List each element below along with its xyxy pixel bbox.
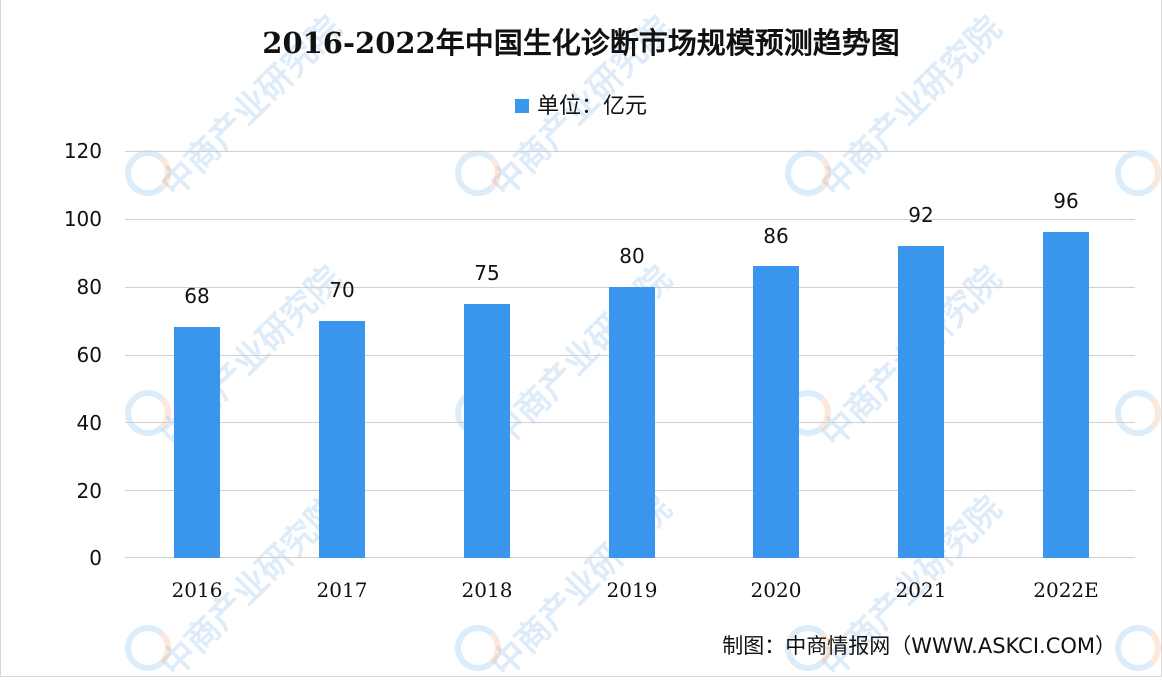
data-label: 86 <box>763 224 789 248</box>
data-label: 75 <box>474 261 500 285</box>
data-label: 80 <box>619 244 645 268</box>
y-tick: 0 <box>89 546 102 570</box>
x-tick: 2017 <box>316 578 368 602</box>
data-label: 68 <box>184 284 210 308</box>
legend-label: 单位：亿元 <box>536 94 647 119</box>
legend-swatch-icon <box>514 99 529 113</box>
bar-2017 <box>319 321 365 558</box>
x-tick: 2021 <box>895 578 947 602</box>
y-tick: 80 <box>76 275 102 299</box>
bar-2019 <box>609 287 655 558</box>
plot-area: 68 70 75 80 86 92 96 <box>125 151 1135 558</box>
y-tick: 120 <box>63 139 102 163</box>
x-tick: 2020 <box>750 578 802 602</box>
gridline <box>125 219 1135 220</box>
y-tick: 20 <box>76 479 102 503</box>
data-label: 96 <box>1053 189 1079 213</box>
x-tick: 2022E <box>1033 578 1099 602</box>
y-tick: 100 <box>63 207 102 231</box>
data-label: 70 <box>329 278 355 302</box>
legend: 单位：亿元 <box>0 88 1162 120</box>
bar-2020 <box>753 266 799 558</box>
x-tick: 2018 <box>461 578 513 602</box>
bar-2018 <box>464 304 510 558</box>
bar-2016 <box>174 327 220 558</box>
bar-2022e <box>1043 232 1089 558</box>
x-tick: 2019 <box>606 578 658 602</box>
chart-title: 2016-2022年中国生化诊断市场规模预测趋势图 <box>262 26 900 60</box>
data-label: 92 <box>908 203 934 227</box>
y-tick: 40 <box>76 411 102 435</box>
bar-2021 <box>898 246 944 558</box>
source-note: 制图：中商情报网（WWW.ASKCI.COM） <box>722 634 1116 658</box>
x-tick: 2016 <box>171 578 223 602</box>
y-tick: 60 <box>76 343 102 367</box>
gridline <box>125 151 1135 152</box>
